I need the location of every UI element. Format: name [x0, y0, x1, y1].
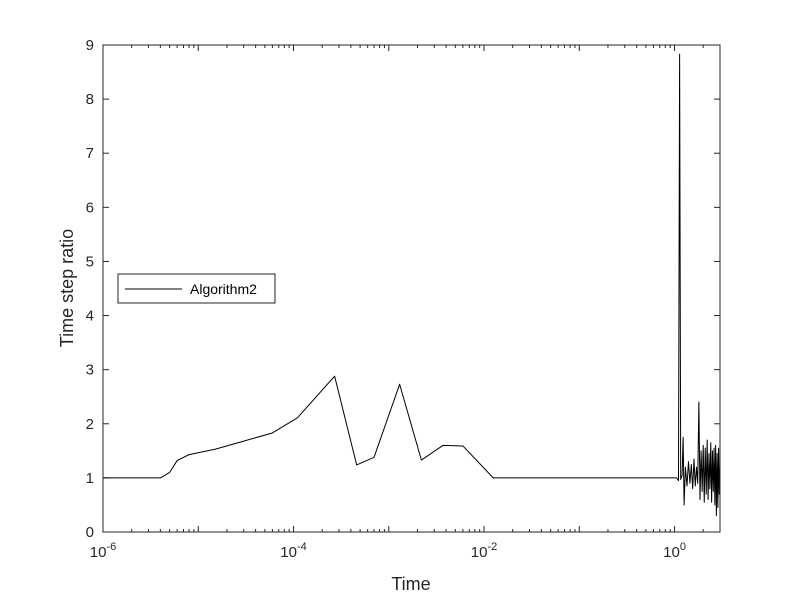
- series-line-algorithm2: [103, 53, 721, 517]
- y-tick-label: 3: [86, 362, 94, 379]
- x-tick-label: 10-6: [90, 541, 116, 561]
- series-layer: [103, 53, 721, 517]
- y-tick-label: 8: [86, 91, 94, 108]
- x-tick-label: 10-2: [471, 541, 497, 561]
- legend: Algorithm2: [117, 273, 276, 304]
- legend-label-algorithm2: Algorithm2: [190, 281, 257, 297]
- x-tick-label: 10-4: [280, 541, 306, 561]
- plot-frame: [102, 44, 721, 533]
- y-tick-label: 9: [86, 37, 94, 54]
- y-tick-labels: 0 1 2 3 4 5 6 7 8 9: [86, 37, 94, 541]
- x-tick-labels: 10-6 10-4 10-2 100: [90, 541, 686, 561]
- y-tick-label: 0: [86, 524, 94, 541]
- x-axis-title: Time: [391, 574, 430, 594]
- y-tick-label: 7: [86, 145, 94, 162]
- y-tick-label: 4: [86, 308, 94, 325]
- y-axis-title: Time step ratio: [57, 229, 77, 347]
- y-tick-label: 1: [86, 470, 94, 487]
- y-tick-label: 6: [86, 199, 94, 216]
- y-tick-label: 2: [86, 416, 94, 433]
- legend-box: [117, 273, 276, 304]
- y-tick-label: 5: [86, 253, 94, 270]
- x-tick-label: 100: [663, 541, 686, 561]
